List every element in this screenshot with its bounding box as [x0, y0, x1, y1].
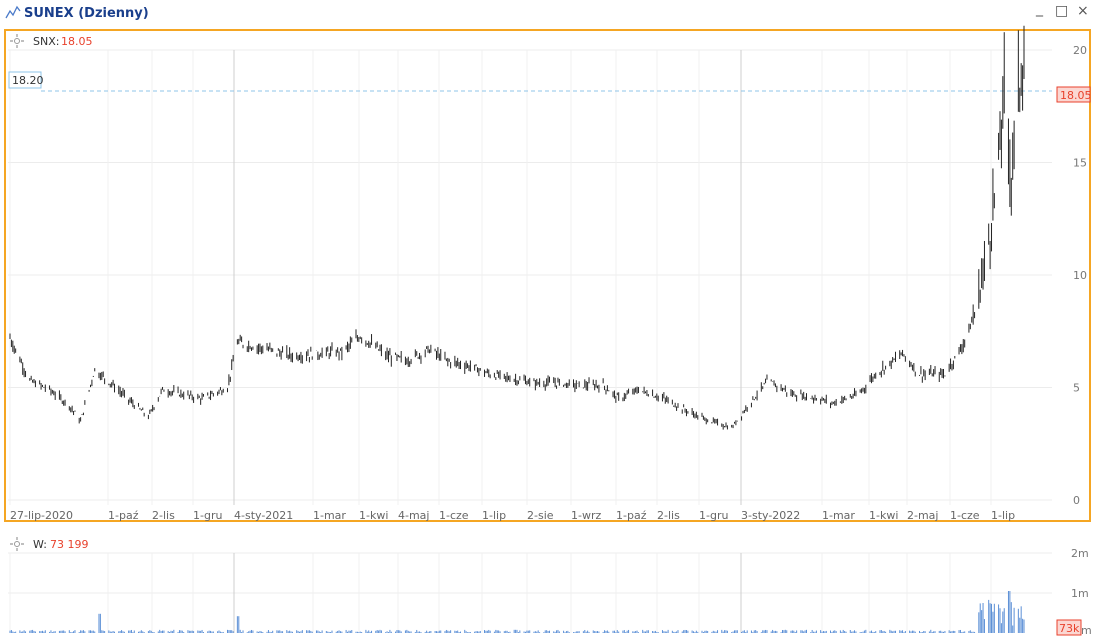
volume-series: [9, 591, 1025, 633]
chart-line-icon: [5, 5, 21, 19]
last-price-badge: [1056, 86, 1091, 103]
price-indicator-value: 18.05: [61, 35, 93, 48]
volume-indicator-value: 73 199: [50, 538, 89, 551]
price-pane-frame[interactable]: [4, 29, 1091, 522]
volume-y-axis: 2m 1m: [1071, 547, 1089, 600]
price-x-tick-label: 1-kwi: [869, 509, 898, 522]
price-x-tick-label: 2-maj: [907, 509, 938, 522]
price-grid: [8, 49, 1052, 505]
close-button[interactable]: ×: [1077, 3, 1089, 19]
price-indicator-label: SNX:: [33, 35, 59, 48]
last-volume-badge: [1056, 619, 1082, 636]
volume-move-handle-icon[interactable]: [10, 537, 24, 551]
price-y-axis: 20 15 10 5 0: [1073, 44, 1087, 507]
price-x-tick-label: 1-kwi: [359, 509, 388, 522]
price-x-tick-label: 1-paź: [108, 509, 139, 522]
price-x-tick-label: 1-lip: [482, 509, 506, 522]
window-title: SUNEX (Dzienny): [24, 6, 149, 21]
price-y-tick-label: 0: [1073, 494, 1080, 507]
price-series: [9, 25, 1025, 430]
last-volume-badge-text: 73k: [1059, 622, 1080, 635]
price-y-tick-label: 15: [1073, 157, 1087, 170]
price-y-tick-label: 5: [1073, 382, 1080, 395]
price-x-tick-label: 1-paź: [616, 509, 647, 522]
price-y-tick-label: 20: [1073, 44, 1087, 57]
minimize-button[interactable]: _: [1036, 1, 1043, 17]
last-price-badge-text: 18.05: [1060, 89, 1092, 102]
volume-grid: [8, 552, 1052, 633]
move-handle-icon[interactable]: [10, 34, 24, 48]
price-x-tick-label: 2-sie: [527, 509, 554, 522]
price-x-tick-label: 4-maj: [398, 509, 429, 522]
cursor-level-label: 18.20: [12, 74, 44, 87]
price-x-tick-label: 1-cze: [950, 509, 980, 522]
volume-y-tick-label: 1m: [1071, 587, 1089, 600]
price-x-tick-label: 1-wrz: [571, 509, 601, 522]
price-x-tick-label: 27-lip-2020: [10, 509, 73, 522]
price-x-tick-label: 1-gru: [699, 509, 728, 522]
price-y-tick-label: 10: [1073, 269, 1087, 282]
price-x-tick-label: 1-mar: [313, 509, 346, 522]
price-x-tick-label: 1-lip: [991, 509, 1015, 522]
cursor-level-box: [8, 71, 42, 89]
title-bar: SUNEX (Dzienny) _ □ ×: [0, 0, 1098, 28]
price-x-tick-label: 1-mar: [822, 509, 855, 522]
maximize-button[interactable]: □: [1055, 3, 1069, 19]
volume-y-tick-label: 2m: [1071, 547, 1089, 560]
price-x-tick-label: 3-sty-2022: [741, 509, 800, 522]
volume-bottom-tick: m: [1081, 624, 1092, 637]
price-x-tick-label: 1-gru: [193, 509, 222, 522]
price-x-tick-label: 1-cze: [439, 509, 469, 522]
volume-indicator-label: W:: [33, 538, 47, 551]
price-x-tick-label: 2-lis: [657, 509, 680, 522]
price-x-axis: 27-lip-2020 1-paź 2-lis 1-gru 4-sty-2021 1-ma…: [10, 509, 1015, 522]
price-x-tick-label: 4-sty-2021: [234, 509, 293, 522]
price-x-tick-label: 2-lis: [152, 509, 175, 522]
